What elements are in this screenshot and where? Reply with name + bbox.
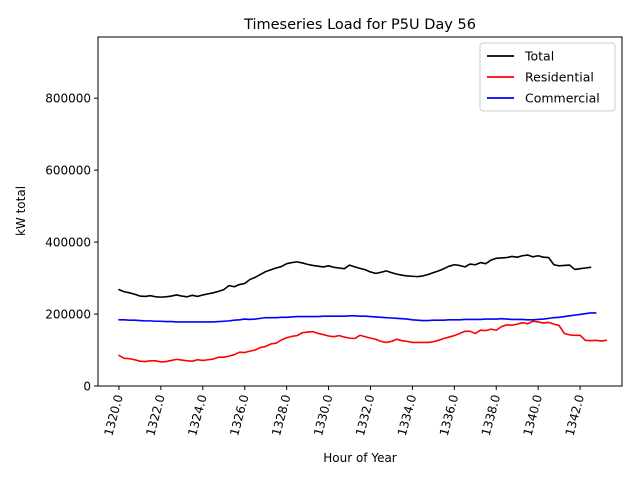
y-axis: 0 200000 400000 600000 800000 (45, 92, 98, 394)
legend-label-total: Total (524, 49, 554, 64)
legend-box (479, 42, 616, 112)
y-tick-label: 200000 (45, 308, 91, 322)
plot-frame (97, 36, 623, 387)
legend-label-commercial: Commercial (525, 91, 600, 106)
legend-label-residential: Residential (525, 70, 594, 85)
series-line-commercial (118, 312, 597, 323)
chart-title: Timeseries Load for P5U Day 56 (243, 17, 476, 33)
y-tick-label: 0 (83, 380, 91, 394)
series-lines (118, 254, 608, 363)
y-tick-label: 400000 (45, 236, 91, 250)
series-line-residential (118, 320, 608, 363)
x-axis-label: Hour of Year (323, 451, 397, 465)
y-tick-label: 600000 (45, 164, 91, 178)
legend: Total Residential Commercial (479, 42, 616, 112)
series-line-total (118, 254, 592, 298)
y-tick-label: 800000 (45, 92, 91, 106)
y-axis-label: kW total (14, 186, 28, 236)
